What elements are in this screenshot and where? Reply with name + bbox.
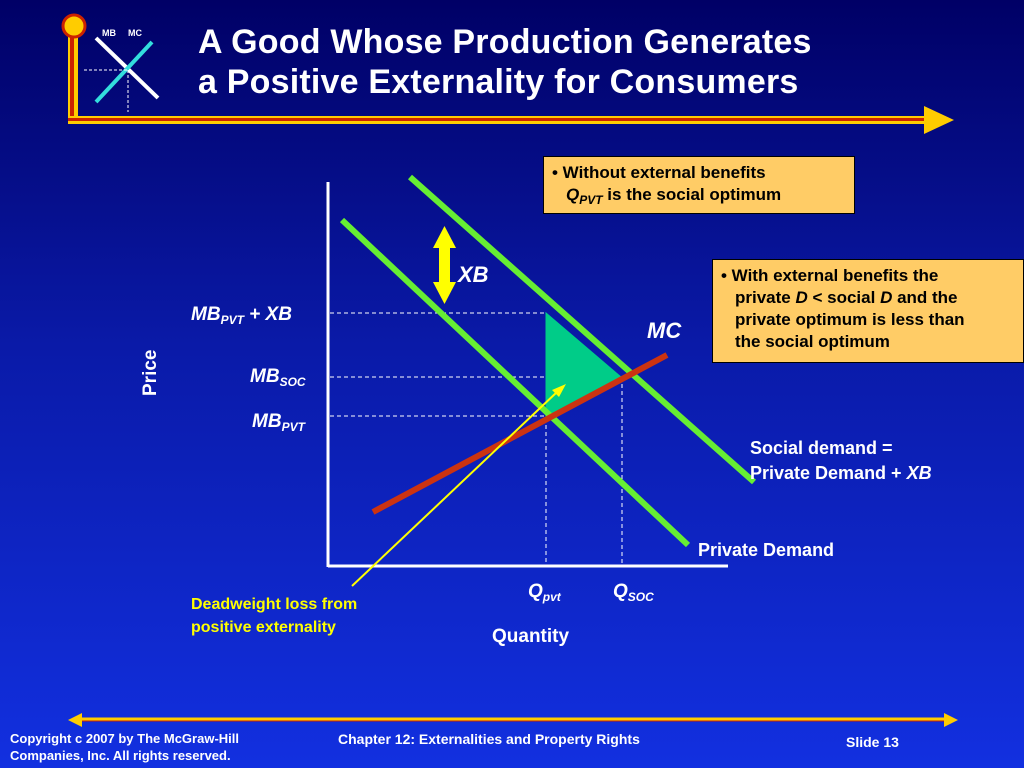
callout-right-d2: D: [880, 288, 893, 307]
deadweight-pointer-arrow-icon: [552, 384, 566, 397]
copyright-line-2: Companies, Inc. All rights reserved.: [10, 748, 231, 763]
mb-soc-main: MB: [250, 366, 280, 387]
callout-top-line-2-rest: is the social optimum: [602, 185, 782, 204]
mb-pvt-plus-xb-label: MBPVT + XB: [191, 304, 292, 327]
slide-title: A Good Whose Production Generates a Posi…: [198, 22, 958, 102]
callout-right-line-2-b: < social: [807, 288, 881, 307]
callout-right-line-2-c: and the: [892, 288, 958, 307]
mb-pvt-label: MBPVT: [252, 411, 305, 434]
callout-right-line-4: the social optimum: [735, 332, 890, 351]
footer-rule: [68, 713, 958, 727]
mc-label: MC: [647, 318, 682, 343]
private-demand-label: Private Demand: [698, 540, 835, 560]
social-demand-line-2-b: XB: [906, 463, 932, 483]
xb-double-arrow-icon: [433, 226, 456, 304]
mb-soc-label: MBSOC: [250, 366, 306, 389]
q-pvt-sub: pvt: [542, 590, 561, 604]
q-soc-label: QSOC: [613, 581, 654, 604]
chapter-title: Chapter 12: Externalities and Property R…: [338, 731, 640, 747]
logo-mb-label: MB: [102, 28, 116, 38]
title-arrow-head-icon: [924, 106, 954, 134]
xb-label: XB: [458, 262, 489, 287]
social-demand-line-2: Private Demand + XB: [750, 461, 932, 486]
mb-pvt-xb-rest: + XB: [243, 304, 292, 325]
social-demand-label: Social demand = Private Demand + XB: [750, 436, 932, 486]
callout-right-line-3: private optimum is less than: [735, 310, 965, 329]
private-demand-curve: [339, 217, 691, 548]
callout-right-line-2: private D < social D and the: [721, 287, 1015, 309]
deadweight-pointer-line: [351, 391, 558, 587]
mc-curve: [371, 352, 669, 515]
x-axis-label: Quantity: [492, 626, 570, 647]
deadweight-line-2: positive externality: [191, 619, 336, 636]
mb-pvt-xb-main: MB: [191, 304, 221, 325]
callout-top-q-sub: PVT: [579, 193, 603, 207]
social-demand-line-2-a: Private Demand +: [750, 463, 907, 483]
callout-without-external-benefits: • Without external benefits QPVT is the …: [543, 156, 855, 214]
mb-pvt-sub: PVT: [281, 420, 305, 434]
callout-top-line-1: • Without external benefits: [552, 163, 766, 182]
q-soc-sub: SOC: [627, 590, 654, 604]
social-demand-curve: [408, 174, 756, 485]
slide-number: Slide 13: [846, 734, 899, 750]
y-axis-label: Price: [140, 349, 161, 396]
mb-pvt-main: MB: [252, 411, 282, 432]
deadweight-loss-label: Deadweight loss from positive externalit…: [191, 593, 357, 639]
title-frame: [61, 13, 954, 134]
q-pvt-main: Q: [528, 581, 543, 602]
q-soc-main: Q: [613, 581, 628, 602]
callout-top-line-2: QPVT is the social optimum: [552, 184, 846, 211]
mb-mc-logo: [84, 36, 160, 112]
deadweight-line-1: Deadweight loss from: [191, 596, 358, 613]
copyright-notice: Copyright c 2007 by The McGraw-Hill Comp…: [10, 730, 239, 764]
callout-with-external-benefits: • With external benefits the private D <…: [712, 259, 1024, 363]
frame-knob-icon: [61, 13, 87, 39]
title-line-1: A Good Whose Production Generates: [198, 23, 812, 61]
callout-right-line-1: • With external benefits the: [721, 266, 939, 285]
callout-top-q: Q: [566, 185, 580, 204]
callout-right-d1: D: [795, 288, 808, 307]
logo-mc-label: MC: [128, 28, 142, 38]
q-pvt-label: Qpvt: [528, 581, 561, 604]
social-demand-line-1: Social demand =: [750, 438, 893, 458]
mb-soc-sub: SOC: [279, 375, 306, 389]
callout-right-line-2-a: private: [735, 288, 796, 307]
mb-pvt-xb-sub: PVT: [220, 313, 244, 327]
copyright-line-1: Copyright c 2007 by The McGraw-Hill: [10, 731, 239, 746]
title-line-2: a Positive Externality for Consumers: [198, 63, 799, 101]
